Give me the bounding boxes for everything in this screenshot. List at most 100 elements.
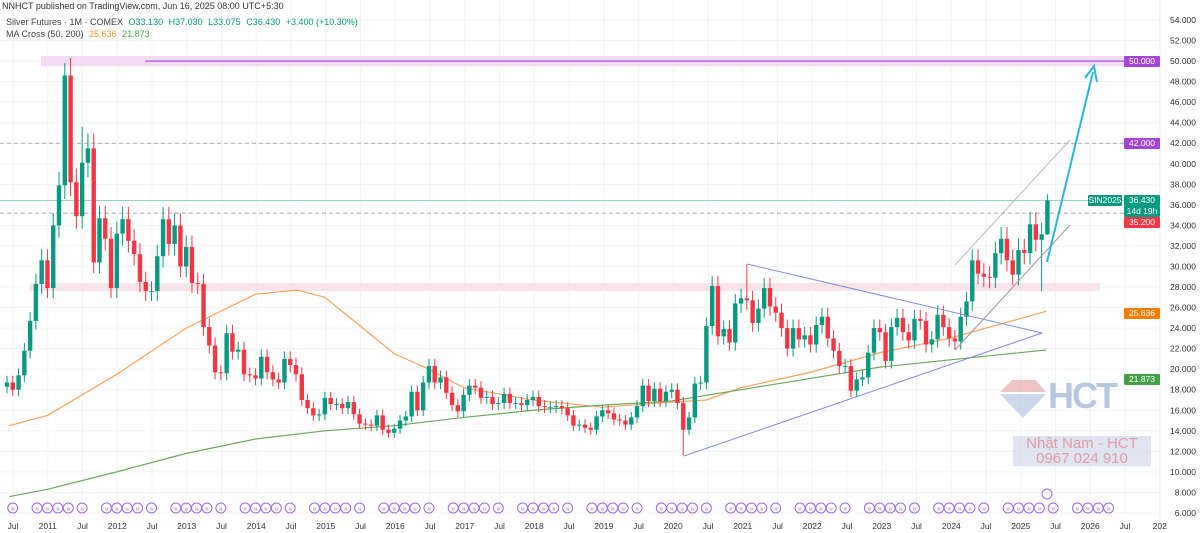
x-tick-label: Jul	[703, 521, 714, 531]
event-arrow-icon: »	[150, 506, 154, 513]
candle	[137, 242, 143, 293]
event-arrow-icon: »	[829, 506, 833, 513]
event-marker-icon	[215, 502, 227, 514]
event-marker-icon	[76, 502, 88, 514]
y-tick-label: 26.000	[1170, 303, 1196, 313]
candle-body	[871, 328, 877, 353]
candle-body	[559, 406, 565, 409]
x-tick-label: Jul	[981, 521, 992, 531]
candle-body	[4, 382, 10, 387]
candle-body	[432, 366, 437, 383]
candle	[212, 337, 218, 380]
event-marker-icon	[978, 502, 990, 514]
candle-body	[74, 182, 79, 217]
candle	[704, 317, 709, 390]
candle	[357, 408, 362, 429]
candle-body	[56, 185, 62, 226]
candle	[871, 319, 877, 361]
candle-body	[426, 366, 432, 383]
candle-body	[484, 396, 489, 398]
event-arrow-icon: »	[1107, 506, 1111, 513]
candle	[218, 365, 224, 381]
candle	[311, 402, 316, 421]
x-tick-label: 2026	[1081, 521, 1100, 531]
candle	[415, 385, 420, 417]
event-arrow-icon: »	[691, 506, 695, 513]
event-arrow-icon: »	[913, 506, 917, 513]
candle	[987, 266, 992, 289]
candle-body	[750, 300, 755, 323]
event-arrow-icon: »	[451, 506, 455, 513]
candle-body	[334, 404, 339, 406]
event-marker-icon	[132, 502, 144, 514]
ma-label[interactable]: MA Cross (50, 200)	[6, 29, 84, 39]
candle	[45, 249, 50, 299]
candle-body	[536, 396, 541, 407]
candle-body	[571, 415, 576, 426]
candle	[305, 393, 310, 415]
candle	[970, 249, 975, 311]
candle-body	[282, 358, 287, 383]
channel-upper-line	[954, 139, 1071, 266]
event-arrow-icon: »	[496, 506, 500, 513]
event-marker-icon	[1103, 502, 1115, 514]
x-tick-label: Jul	[564, 521, 575, 531]
event-marker-icon	[631, 502, 643, 514]
event-arrow-icon: »	[798, 506, 802, 513]
candle	[894, 308, 900, 336]
candle	[837, 342, 842, 374]
event-arrow-icon: »	[611, 506, 615, 513]
candle	[675, 383, 680, 410]
change-value: +3.400 (+10.30%)	[285, 17, 358, 27]
triangle-upper-line	[746, 263, 1043, 334]
candle	[270, 365, 276, 387]
candle	[906, 323, 911, 349]
candle	[166, 206, 172, 256]
candle-body	[686, 417, 692, 430]
candle-body	[767, 288, 773, 307]
hct-logo-icon	[1000, 380, 1046, 418]
candle	[738, 288, 744, 313]
candle	[981, 263, 987, 288]
candle-body	[496, 403, 501, 405]
y-tick-label: 40.000	[1170, 159, 1196, 169]
candle-body	[704, 326, 709, 383]
event-marker-icon	[1047, 502, 1059, 514]
candle	[1039, 222, 1044, 292]
candle-body	[345, 402, 351, 409]
event-arrow-icon: »	[482, 506, 486, 513]
candle	[467, 378, 472, 402]
candle-body	[819, 316, 825, 326]
event-arrow-icon: »	[333, 506, 337, 513]
event-arrow-icon: »	[472, 506, 476, 513]
candle	[553, 400, 559, 414]
candle-body	[900, 317, 906, 333]
candle	[126, 206, 131, 253]
event-arrow-icon: »	[323, 506, 327, 513]
event-arrow-icon: »	[867, 506, 871, 513]
symbol-name[interactable]: Silver Futures · 1M · COMEX	[6, 17, 124, 27]
event-marker-icon	[617, 502, 629, 514]
candle-body	[802, 335, 807, 340]
candle	[316, 408, 322, 421]
candle-body	[1010, 260, 1015, 275]
candle-body	[160, 219, 166, 257]
event-marker-icon	[492, 502, 504, 514]
candle-body	[449, 392, 455, 406]
candle-body	[918, 318, 923, 321]
event-arrow-icon: »	[635, 506, 639, 513]
candle-body	[357, 414, 362, 424]
candle	[264, 349, 270, 380]
candle	[62, 63, 67, 199]
candle-body	[1033, 224, 1039, 240]
candle	[27, 312, 33, 359]
candle-body	[854, 379, 859, 391]
symbol-tag-badge: SIN2025	[1088, 195, 1122, 206]
candle	[172, 213, 177, 256]
candle-body	[131, 240, 137, 255]
target-price-badge: 50.000	[1124, 56, 1160, 67]
candle-body	[51, 225, 56, 289]
countdown-badge: 14d 19h	[1124, 206, 1160, 217]
event-arrow-icon: »	[982, 506, 986, 513]
